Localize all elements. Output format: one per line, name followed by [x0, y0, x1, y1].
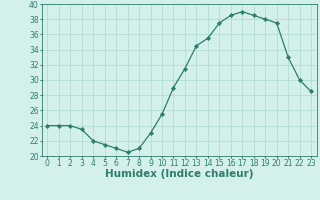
- X-axis label: Humidex (Indice chaleur): Humidex (Indice chaleur): [105, 169, 253, 179]
